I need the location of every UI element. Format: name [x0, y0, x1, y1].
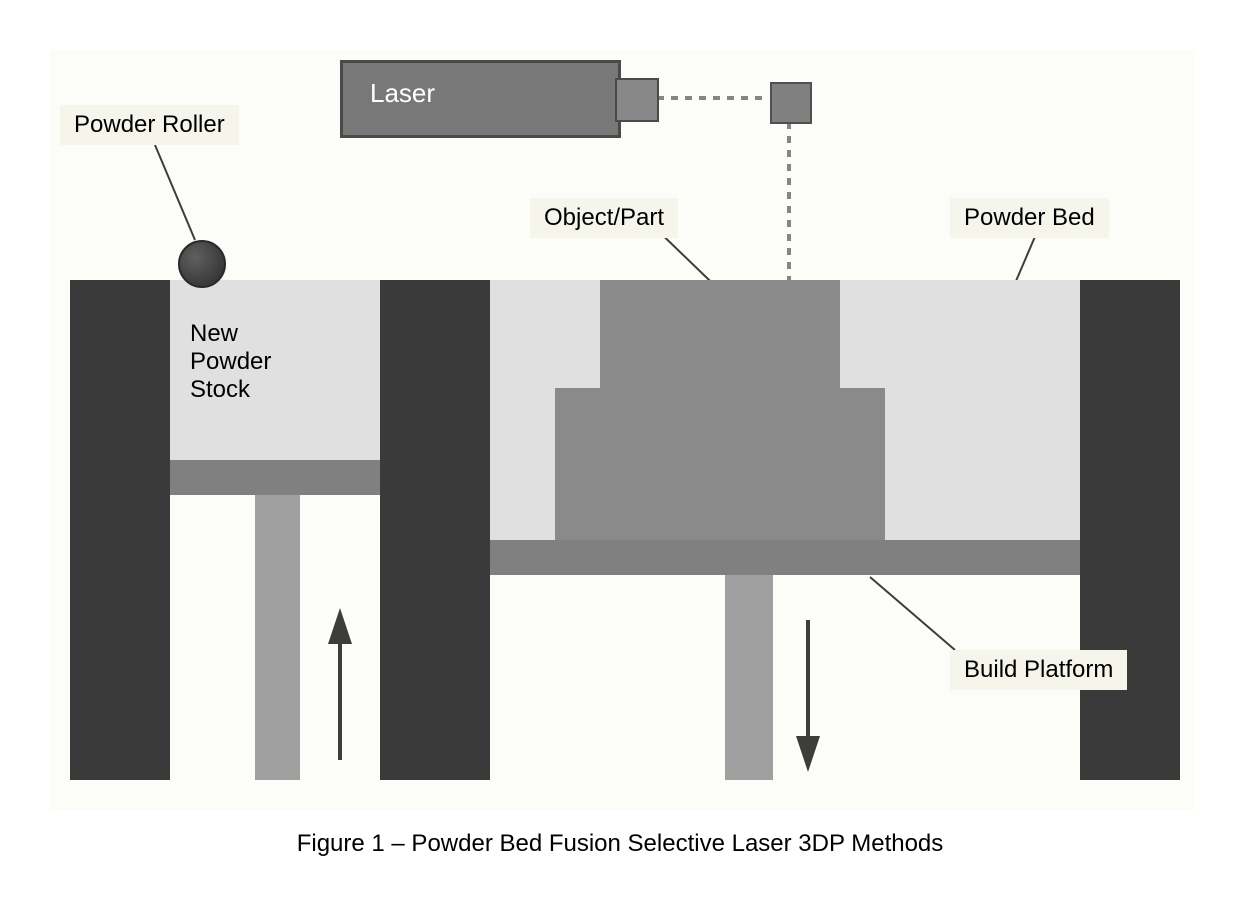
figure-caption: Figure 1 – Powder Bed Fusion Selective L… — [0, 830, 1240, 858]
object-step-upper — [600, 280, 840, 388]
left-piston-post — [255, 495, 300, 780]
wall-middle — [380, 280, 490, 780]
powder-roller — [178, 240, 226, 288]
right-piston-post — [725, 575, 773, 780]
label-laser: Laser — [370, 78, 435, 109]
wall-right — [1080, 280, 1180, 780]
label-powder-roller: Powder Roller — [60, 105, 239, 145]
object-step-lower — [555, 388, 885, 540]
scan-mirror — [770, 82, 812, 124]
wall-left — [70, 280, 170, 780]
build-platform — [490, 540, 1080, 575]
laser-tip — [615, 78, 659, 122]
label-new-powder-stock: New Powder Stock — [190, 320, 271, 404]
left-piston-platform — [170, 460, 380, 495]
diagram-stage: Powder Roller Laser Object/Part Powder Bed N… — [0, 0, 1240, 897]
label-powder-bed: Powder Bed — [950, 198, 1109, 238]
label-object-part: Object/Part — [530, 198, 678, 238]
label-build-platform: Build Platform — [950, 650, 1127, 690]
